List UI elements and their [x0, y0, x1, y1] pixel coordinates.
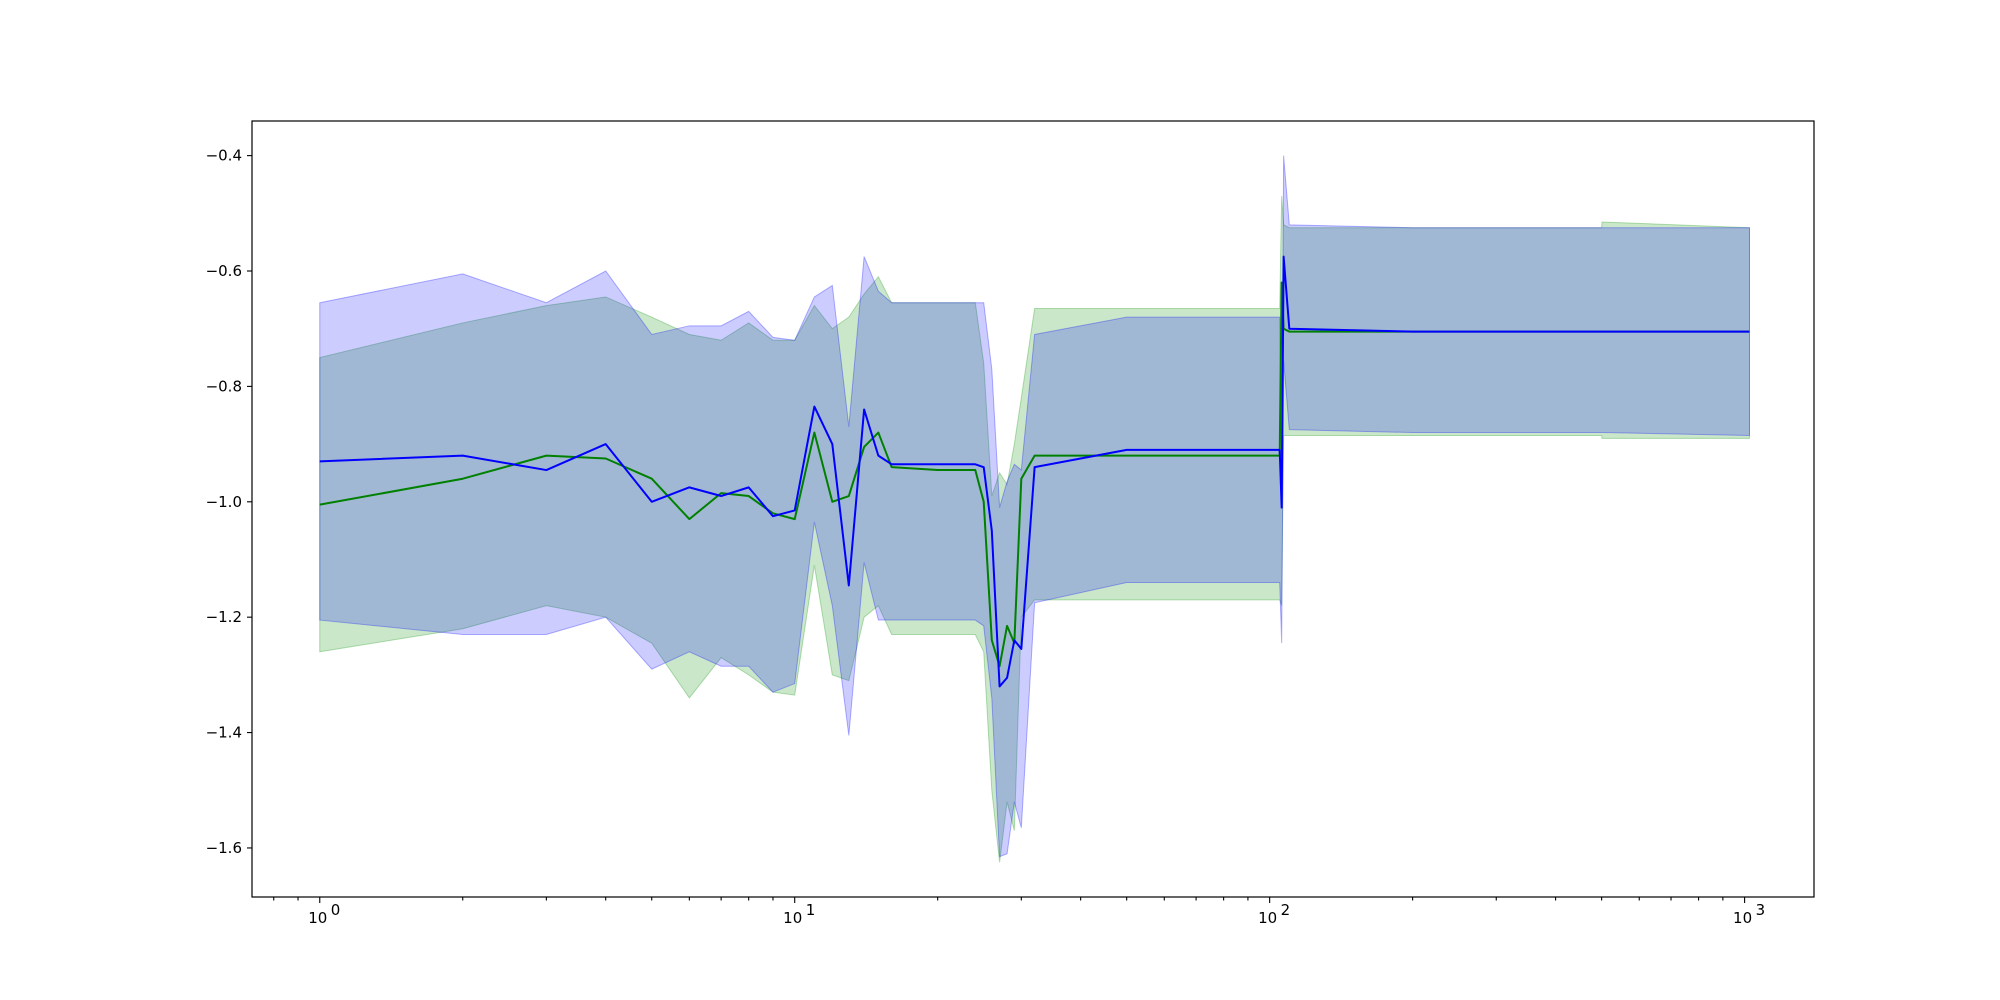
plot-area-frame: [251, 120, 1815, 898]
y-tick-label: −1.6: [206, 839, 242, 857]
y-tick-label: −0.4: [206, 147, 242, 165]
series-2-line: [319, 255, 1750, 688]
series-1-band: [319, 195, 1750, 863]
y-tick-label: −0.8: [206, 377, 242, 395]
series-lines: [319, 255, 1750, 688]
x-tick-label-exponent: 1: [806, 901, 816, 919]
x-tick-label-exponent: 0: [331, 901, 341, 919]
x-tick-label-exponent: 2: [1281, 901, 1291, 919]
x-tick-label-exponent: 3: [1756, 901, 1766, 919]
y-tick-label: −0.6: [206, 262, 242, 280]
x-axis: 10 0 10 1 10 2 10 3: [273, 897, 1766, 927]
x-tick-label: 10: [1258, 909, 1277, 927]
x-tick-label: 10: [783, 909, 802, 927]
x-tick-label: 10: [1733, 909, 1752, 927]
y-tick-label: −1.4: [206, 724, 242, 742]
y-axis: −1.6 −1.4 −1.2 −1.0 −0.8 −0.6 −0.4: [206, 147, 252, 857]
y-tick-label: −1.0: [206, 493, 242, 511]
y-tick-label: −1.2: [206, 608, 242, 626]
x-tick-label: 10: [308, 909, 327, 927]
